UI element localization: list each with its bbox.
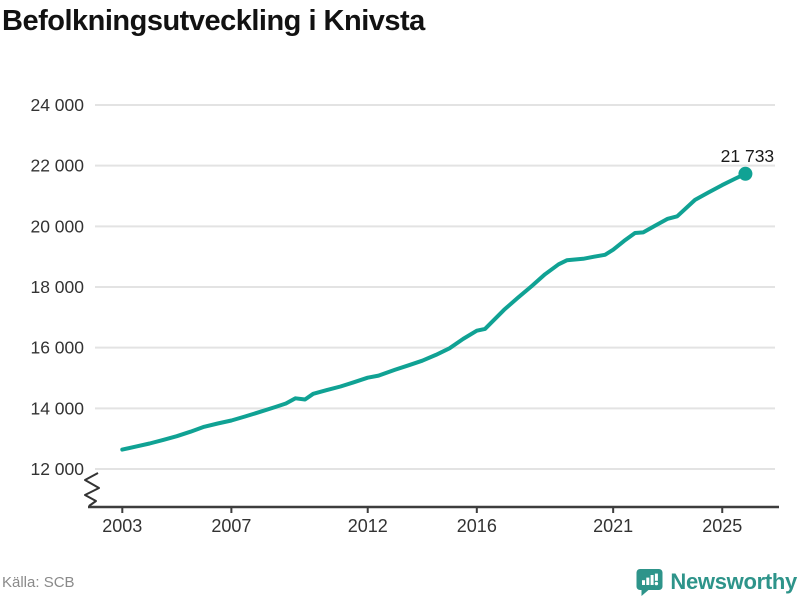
population-chart-svg: 12 000 14 000 16 000 18 000 20 000 22 000 24 0… [30, 95, 779, 536]
y-tick-label: 20 000 [30, 216, 84, 236]
x-tick-label: 2012 [348, 516, 388, 536]
x-tick-label: 2025 [702, 516, 742, 536]
y-tick-label: 22 000 [30, 156, 84, 176]
y-tick-label: 12 000 [30, 459, 84, 479]
y-tick-label: 24 000 [30, 95, 84, 115]
y-tick-label: 16 000 [30, 338, 84, 358]
source-label: Källa: SCB [2, 574, 75, 591]
latest-value-label: 21 733 [721, 146, 775, 166]
chart-title: Befolkningsutveckling i Knivsta [2, 5, 425, 37]
brand-wordmark: Newsworthy [670, 569, 797, 594]
x-tick-label: 2007 [211, 516, 251, 536]
population-line [120, 171, 748, 452]
newsworthy-logo-icon [636, 569, 663, 596]
y-tick-label: 18 000 [30, 277, 84, 297]
y-tick-label: 14 000 [30, 398, 84, 418]
chart-footer: Källa: SCB Newsworthy [0, 568, 800, 600]
x-tick-label: 2021 [593, 516, 633, 536]
x-tick-label: 2003 [102, 516, 142, 536]
axis-break-icon [84, 472, 100, 507]
latest-point-marker [738, 166, 753, 181]
newsworthy-brand: Newsworthy [636, 568, 797, 596]
x-tick-label: 2016 [457, 516, 497, 536]
